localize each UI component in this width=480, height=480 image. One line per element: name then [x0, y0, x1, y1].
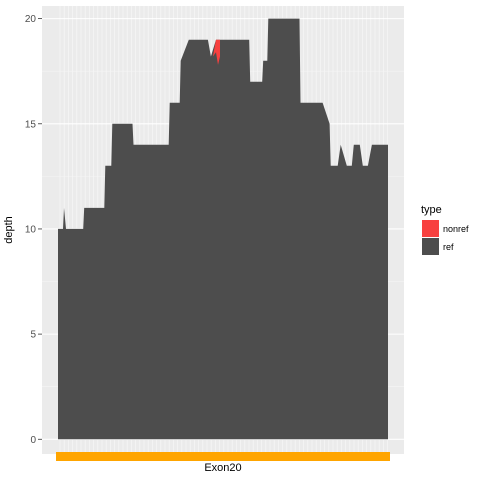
legend-title: type — [421, 204, 442, 216]
y-axis-title: depth — [3, 216, 15, 244]
y-tick-label: 5 — [30, 330, 36, 341]
y-tick-label: 15 — [25, 119, 37, 130]
legend-label-nonref: nonref — [443, 224, 469, 234]
series-area-nonref — [212, 39, 220, 65]
legend-key-ref — [422, 238, 439, 255]
y-tick-label: 20 — [25, 14, 37, 25]
data-series — [58, 18, 388, 440]
y-tick-label: 10 — [25, 224, 37, 235]
series-area-ref — [58, 18, 388, 440]
exon-track-bar — [56, 452, 390, 461]
legend-label-ref: ref — [443, 242, 454, 252]
track-label: Exon20 — [204, 462, 241, 474]
y-tick-label: 0 — [30, 435, 36, 446]
legend: type nonref ref — [421, 204, 469, 255]
legend-key-nonref — [422, 220, 439, 237]
y-axis-ticks: 0 5 10 15 20 — [25, 14, 42, 446]
